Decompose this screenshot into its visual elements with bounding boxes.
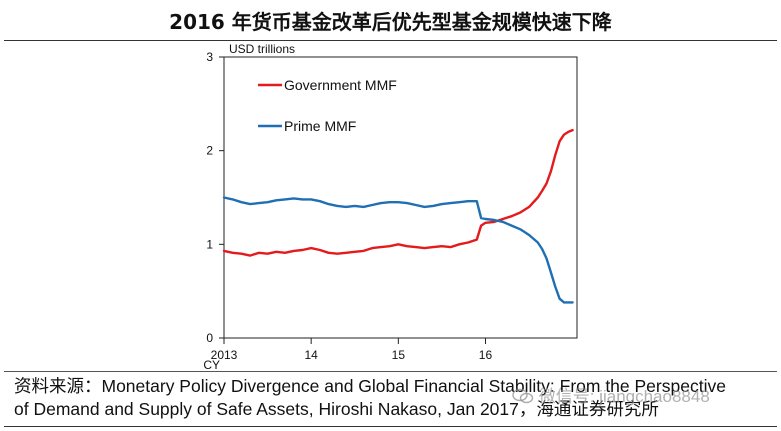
source-note: 资料来源：Monetary Policy Divergence and Glob… [14,375,774,421]
bottom-rule [4,426,777,427]
wechat-icon [512,388,534,404]
x-tick-label: 2013 [211,348,238,362]
x-tick-label: 14 [304,348,318,362]
watermark: 微信号: jiangchao8848 [512,382,710,407]
source-rule [4,371,777,372]
y-tick-label: 2 [206,144,213,158]
source-line-1: 资料来源：Monetary Policy Divergence and Glob… [14,376,726,396]
x-axis-label: CY [203,358,220,371]
source-line-2: of Demand and Supply of Safe Assets, Hir… [14,399,659,419]
y-axis-label: USD trillions [229,42,295,56]
y-tick-label: 0 [206,331,213,345]
y-tick-label: 3 [206,50,213,64]
legend-label: Government MMF [284,77,397,93]
x-tick-label: 16 [479,348,493,362]
x-tick-label: 15 [392,348,406,362]
series-line-prime-mmf [222,196,574,304]
top-rule [4,40,777,41]
watermark-text: 微信号: jiangchao8848 [538,387,710,406]
plot-area [223,56,578,339]
series-line-government-mmf [222,128,574,257]
chart-title: 2016 年货币基金改革后优先型基金规模快速下降 [169,9,612,34]
y-tick-label: 1 [206,237,213,251]
chart: USD trillions 0 1 2 3 2013 14 15 16 CY Government… [203,42,578,371]
legend-label: Prime MMF [284,118,356,134]
